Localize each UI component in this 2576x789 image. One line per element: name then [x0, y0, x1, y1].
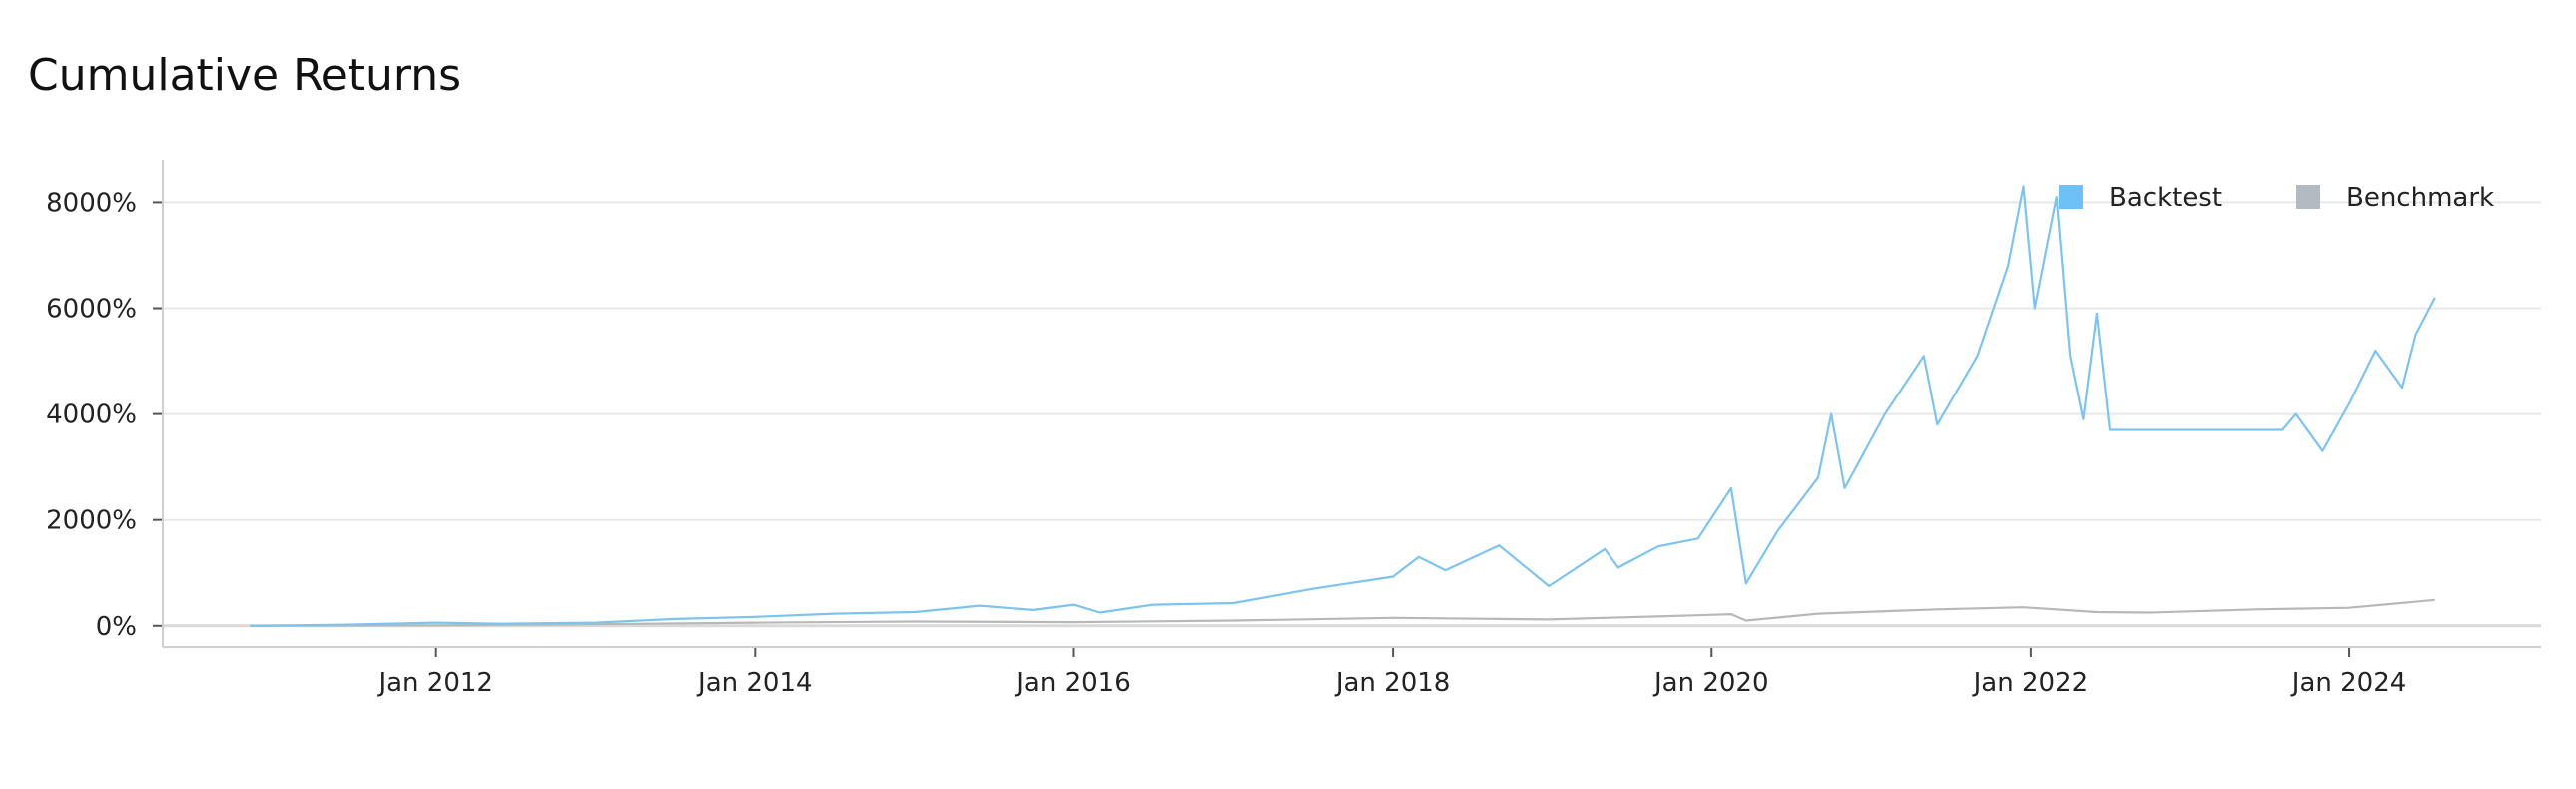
x-tick-label: Jan 2014: [696, 668, 813, 698]
legend-swatch: [2059, 185, 2083, 209]
legend-label: Backtest: [2109, 183, 2222, 213]
y-tick-label: 0%: [96, 612, 137, 642]
axes: [153, 160, 2541, 657]
legend-item-benchmark[interactable]: Benchmark: [2296, 183, 2494, 213]
legend-item-backtest[interactable]: Backtest: [2059, 183, 2222, 213]
y-tick-label: 8000%: [46, 188, 137, 218]
y-tick-label: 6000%: [46, 295, 137, 325]
x-tick-label: Jan 2012: [376, 668, 493, 698]
x-tick-label: Jan 2024: [2290, 668, 2407, 698]
backtest-series-line: [250, 185, 2436, 627]
x-tick-label: Jan 2022: [1972, 668, 2089, 698]
legend-swatch: [2296, 185, 2320, 209]
tick-labels: 0% 2000% 4000% 6000% 8000% Jan 2012 Jan 2014 Ja…: [46, 188, 2406, 698]
series-lines: [250, 185, 2436, 627]
chart-title: Cumulative Returns: [28, 50, 462, 101]
legend: Backtest Benchmark: [2059, 183, 2494, 213]
x-tick-label: Jan 2018: [1334, 668, 1451, 698]
y-tick-label: 2000%: [46, 506, 137, 536]
legend-label: Benchmark: [2346, 183, 2494, 213]
x-tick-label: Jan 2016: [1014, 668, 1131, 698]
x-tick-label: Jan 2020: [1652, 668, 1769, 698]
y-tick-label: 4000%: [46, 400, 137, 430]
benchmark-series-line: [250, 598, 2435, 627]
gridlines: [163, 201, 2541, 628]
